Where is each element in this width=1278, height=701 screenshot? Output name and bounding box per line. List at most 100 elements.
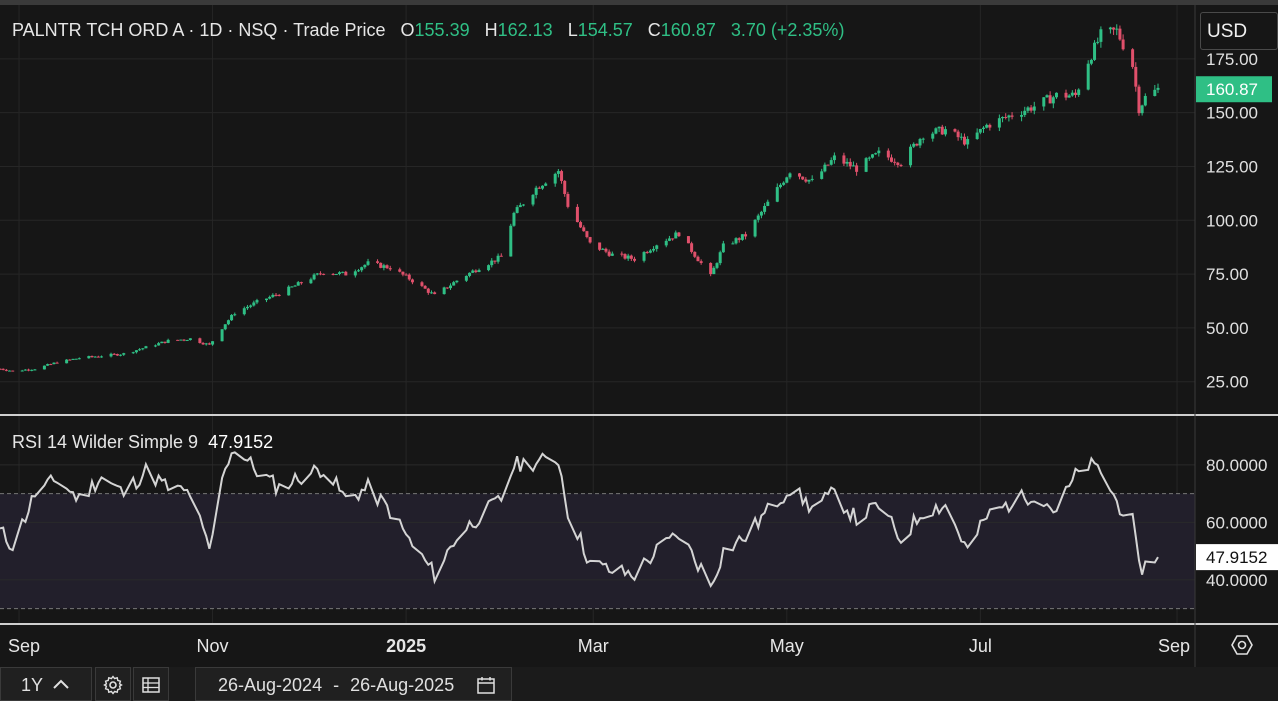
price-type-label: Trade Price — [293, 20, 386, 40]
candle-body — [201, 342, 205, 345]
candle — [1118, 25, 1122, 41]
candle-body — [153, 345, 157, 347]
candle — [211, 341, 215, 346]
candle-body — [541, 185, 545, 189]
time-axis-tick-label: Sep — [8, 636, 40, 656]
candle — [620, 251, 624, 257]
candle-body — [556, 171, 560, 174]
candle-body — [264, 298, 268, 301]
candle — [1121, 34, 1125, 51]
candle-body — [509, 225, 513, 257]
settings-hexagon-icon[interactable] — [1231, 635, 1253, 655]
candle-body — [585, 231, 589, 238]
candle — [715, 262, 719, 270]
rsi-series — [0, 451, 1159, 588]
candle — [588, 236, 592, 244]
candle-body — [985, 124, 989, 128]
chart-settings-button[interactable] — [95, 667, 131, 701]
candle — [452, 280, 456, 286]
candle-body — [1042, 97, 1046, 107]
candle-body — [1054, 92, 1058, 98]
candle — [867, 156, 871, 161]
candle — [515, 205, 519, 214]
candle — [487, 264, 491, 272]
candle-body — [899, 165, 903, 167]
candle-body — [249, 305, 253, 307]
candle-body — [407, 274, 411, 280]
candle — [290, 286, 294, 288]
candle — [899, 163, 903, 168]
axes-layer: 175.00 150.00 125.00 100.00 75.00 50.00 25.00 8… — [0, 5, 1278, 667]
candle-body — [1067, 95, 1071, 98]
candle — [985, 123, 989, 129]
calendar-icon[interactable] — [476, 675, 496, 695]
candle-body — [1064, 92, 1068, 98]
candle — [652, 246, 656, 253]
candle-body — [1156, 87, 1160, 90]
candle-body — [709, 262, 713, 275]
candle — [68, 359, 72, 361]
candle-body — [842, 155, 846, 164]
data-table-button[interactable] — [133, 667, 169, 701]
candle — [334, 273, 338, 275]
candle-body — [975, 132, 979, 139]
candle — [1108, 26, 1112, 34]
candle-body — [1010, 115, 1014, 117]
candle-body — [160, 341, 164, 344]
candle-body — [131, 352, 135, 354]
candle-body — [55, 362, 59, 364]
candle-body — [144, 346, 148, 349]
candle — [90, 355, 94, 358]
candle — [477, 268, 481, 273]
currency-selector[interactable]: USD — [1200, 12, 1278, 50]
candle — [131, 351, 135, 354]
candle — [556, 169, 560, 178]
candle — [344, 270, 348, 276]
candle-body — [648, 250, 652, 253]
candle-body — [115, 354, 119, 356]
date-range-box[interactable]: 26-Aug-2024 - 26-Aug-2025 — [195, 667, 512, 701]
candle — [582, 225, 586, 232]
candle — [398, 267, 402, 273]
candle-body — [23, 369, 27, 371]
candle — [585, 230, 589, 239]
rsi-axis-tick-label: 40.0000 — [1206, 571, 1267, 590]
candle-body — [655, 245, 659, 249]
candle — [176, 339, 180, 341]
candle-body — [633, 258, 637, 261]
candle-body — [468, 272, 472, 276]
candle — [756, 213, 760, 223]
candle-body — [896, 162, 900, 166]
date-to[interactable]: 26-Aug-2025 — [350, 675, 455, 695]
candle — [1074, 89, 1078, 98]
instrument-name: PALNTR TCH ORD A — [12, 20, 184, 40]
candle-body — [1089, 59, 1093, 64]
chart-canvas[interactable]: 175.00 150.00 125.00 100.00 75.00 50.00 25.00 8… — [0, 0, 1278, 667]
date-from[interactable]: 26-Aug-2024 — [218, 675, 323, 695]
rsi-line — [0, 451, 1159, 588]
high-label: H — [484, 20, 498, 40]
candle — [179, 339, 183, 341]
candle-body — [90, 356, 94, 358]
open-label: O — [400, 20, 415, 40]
candle-body — [449, 285, 453, 289]
candle — [544, 182, 548, 187]
candle — [71, 358, 75, 360]
candle-body — [696, 256, 700, 262]
candle — [1, 368, 5, 371]
candle-body — [1020, 114, 1024, 117]
candle — [357, 268, 361, 273]
candle — [277, 294, 281, 297]
time-axis-tick-label: Mar — [578, 636, 609, 656]
range-selector-button[interactable]: 1Y — [0, 667, 92, 701]
candle-body — [426, 288, 430, 293]
price-axis-tick-label: 100.00 — [1206, 211, 1258, 230]
candle-body — [74, 358, 78, 360]
candle-body — [959, 136, 963, 138]
candle-body — [753, 219, 757, 237]
candle — [686, 236, 690, 244]
date-separator: - — [333, 675, 340, 695]
candle-body — [388, 268, 392, 270]
candle-body — [245, 306, 249, 309]
candle — [541, 185, 545, 190]
